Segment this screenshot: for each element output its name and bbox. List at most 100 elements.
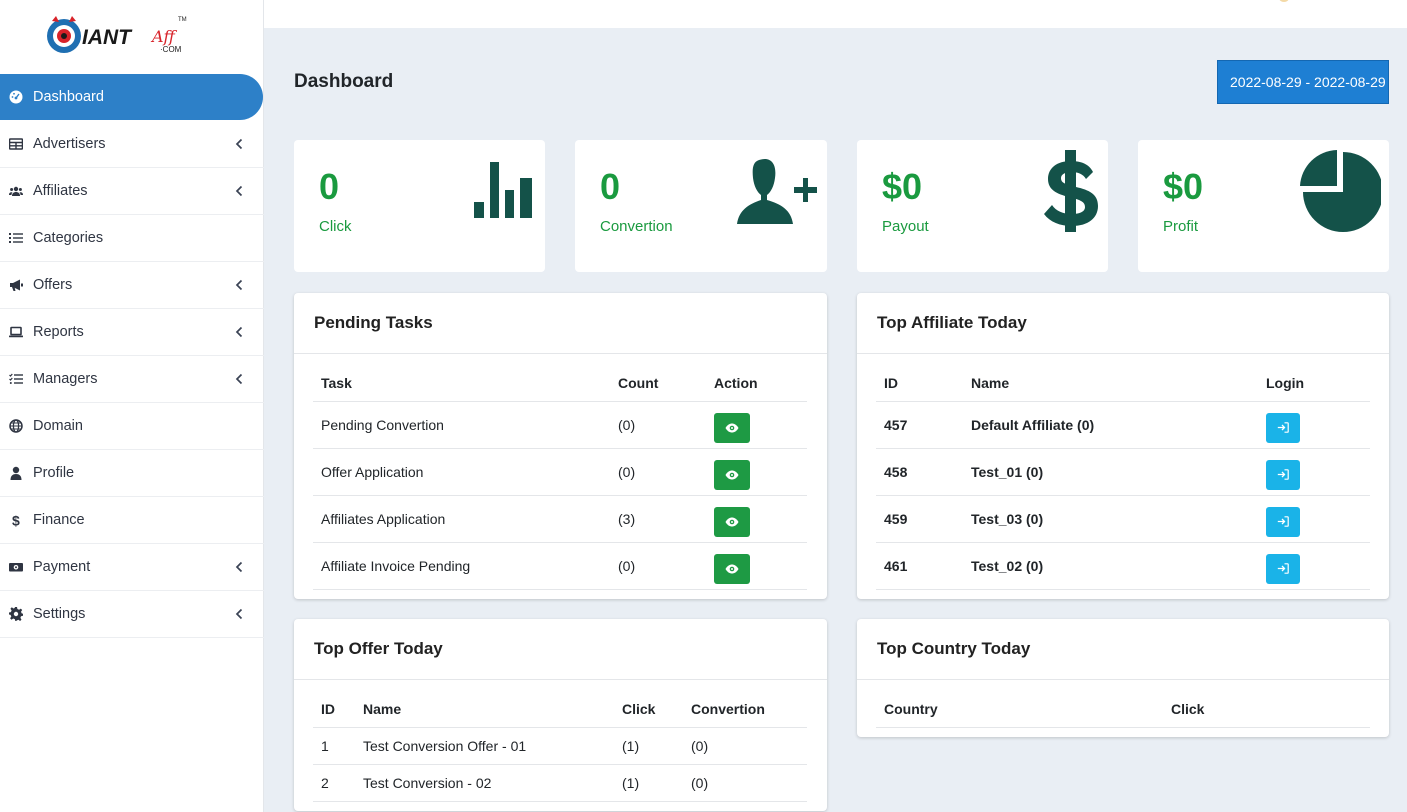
view-button[interactable] [714,412,750,443]
affiliate-id: 457 [876,401,963,449]
date-range-picker[interactable]: 2022-08-29 - 2022-08-29 [1217,60,1389,104]
offer-click: (1) [614,727,683,765]
login-cell [1258,542,1370,590]
offer-name: Test Conversion Offer - 01 [355,727,614,765]
eye-icon [725,470,739,480]
column-header: Convertion [683,680,807,728]
column-header: Action [706,354,807,402]
task-name: Affiliate Invoice Pending [313,542,610,590]
sidebar-item-affiliates[interactable]: Affiliates [0,168,264,215]
chevron-left-icon [234,561,244,573]
eye-icon [725,564,739,574]
sidebar-item-label: Dashboard [33,89,104,105]
sidebar-item-offers[interactable]: Offers [0,262,264,309]
action-cell [706,401,807,449]
dollar-sign-icon [1041,150,1101,237]
panel-title: Top Country Today [857,619,1389,680]
svg-text:Aff: Aff [150,27,178,46]
column-header: Name [355,680,614,728]
sidebar-item-label: Affiliates [33,183,88,199]
top-offer-table: ID Name Click Convertion 1 Test Conversio… [313,680,807,802]
sidebar-item-settings[interactable]: Settings [0,591,264,638]
sidebar-item-profile[interactable]: Profile [0,450,264,497]
sidebar: IANT Aff ·COM TM Dashboard Advertisers Aff… [0,0,264,812]
sidebar-item-finance[interactable]: $ Finance [0,497,264,544]
table-row: Affiliates Application (3) [313,495,807,543]
pending-tasks-panel: Pending Tasks Task Count Action Pending … [294,293,827,599]
stat-card-profit: $0 Profit [1138,140,1389,272]
user-plus-icon [737,156,819,231]
users-icon [9,184,23,198]
column-header: Login [1258,354,1370,402]
sidebar-item-dashboard[interactable]: Dashboard [0,74,263,120]
bar-chart-icon [472,160,536,223]
stat-card-payout: $0 Payout [857,140,1108,272]
task-name: Pending Convertion [313,401,610,449]
sidebar-item-label: Categories [33,230,104,246]
sign-in-icon [1277,422,1289,433]
login-button[interactable] [1266,506,1300,537]
stat-label: Profit [1163,218,1199,235]
table-row: 459 Test_03 (0) [876,495,1370,543]
brand-logo[interactable]: IANT Aff ·COM TM [44,12,194,60]
sidebar-item-reports[interactable]: Reports [0,309,264,356]
user-avatar[interactable] [1279,0,1289,2]
offer-convertion: (0) [683,764,807,802]
chevron-left-icon [234,185,244,197]
column-header: Name [963,354,1258,402]
bullhorn-icon [9,278,23,292]
sidebar-item-managers[interactable]: Managers [0,356,264,403]
sidebar-item-label: Settings [33,606,86,622]
globe-icon [9,419,23,433]
top-country-table: Country Click [876,680,1370,728]
chevron-left-icon [234,279,244,291]
column-header: Task [313,354,610,402]
panel-title: Top Offer Today [294,619,827,680]
chevron-left-icon [234,138,244,150]
table-row: Affiliate Invoice Pending (0) [313,542,807,590]
top-affiliate-table: ID Name Login 457 Default Affiliate (0) 45… [876,354,1370,590]
view-button[interactable] [714,506,750,537]
page-title: Dashboard [294,71,394,92]
offer-id: 1 [313,727,355,765]
task-count: (0) [610,448,706,496]
stat-value: 0 [600,166,621,207]
sidebar-item-payment[interactable]: Payment [0,544,264,591]
user-icon [9,466,23,480]
login-button[interactable] [1266,553,1300,584]
stat-label: Click [319,218,352,235]
tasks-icon [9,372,23,386]
task-count: (0) [610,401,706,449]
action-cell [706,542,807,590]
table-icon [9,137,23,151]
affiliate-name: Test_02 (0) [963,542,1258,590]
table-row: 2 Test Conversion - 02 (1) (0) [313,764,807,802]
sidebar-item-label: Advertisers [33,136,106,152]
table-row: 1 Test Conversion Offer - 01 (1) (0) [313,727,807,765]
sidebar-item-label: Payment [33,559,91,575]
stat-value: $0 [1163,166,1204,207]
top-country-panel: Top Country Today Country Click [857,619,1389,737]
affiliate-id: 461 [876,542,963,590]
sidebar-item-label: Offers [33,277,73,293]
login-button[interactable] [1266,412,1300,443]
sidebar-item-label: Managers [33,371,98,387]
chevron-left-icon [234,373,244,385]
sidebar-item-advertisers[interactable]: Advertisers [0,121,264,168]
stat-value: $0 [882,166,923,207]
login-button[interactable] [1266,459,1300,490]
sidebar-item-categories[interactable]: Categories [0,215,264,262]
login-cell [1258,448,1370,496]
top-affiliate-panel: Top Affiliate Today ID Name Login 457 Def… [857,293,1389,599]
column-header: Country [876,680,1163,728]
view-button[interactable] [714,553,750,584]
svg-text:·COM: ·COM [160,45,182,54]
sidebar-nav: Dashboard Advertisers Affiliates Categories… [0,74,264,638]
sidebar-item-domain[interactable]: Domain [0,403,264,450]
sidebar-item-label: Reports [33,324,84,340]
top-offer-panel: Top Offer Today ID Name Click Convertion… [294,619,827,811]
panel-title: Pending Tasks [294,293,827,354]
list-icon [9,231,23,245]
view-button[interactable] [714,459,750,490]
pending-tasks-table: Task Count Action Pending Convertion (0) O… [313,354,807,590]
